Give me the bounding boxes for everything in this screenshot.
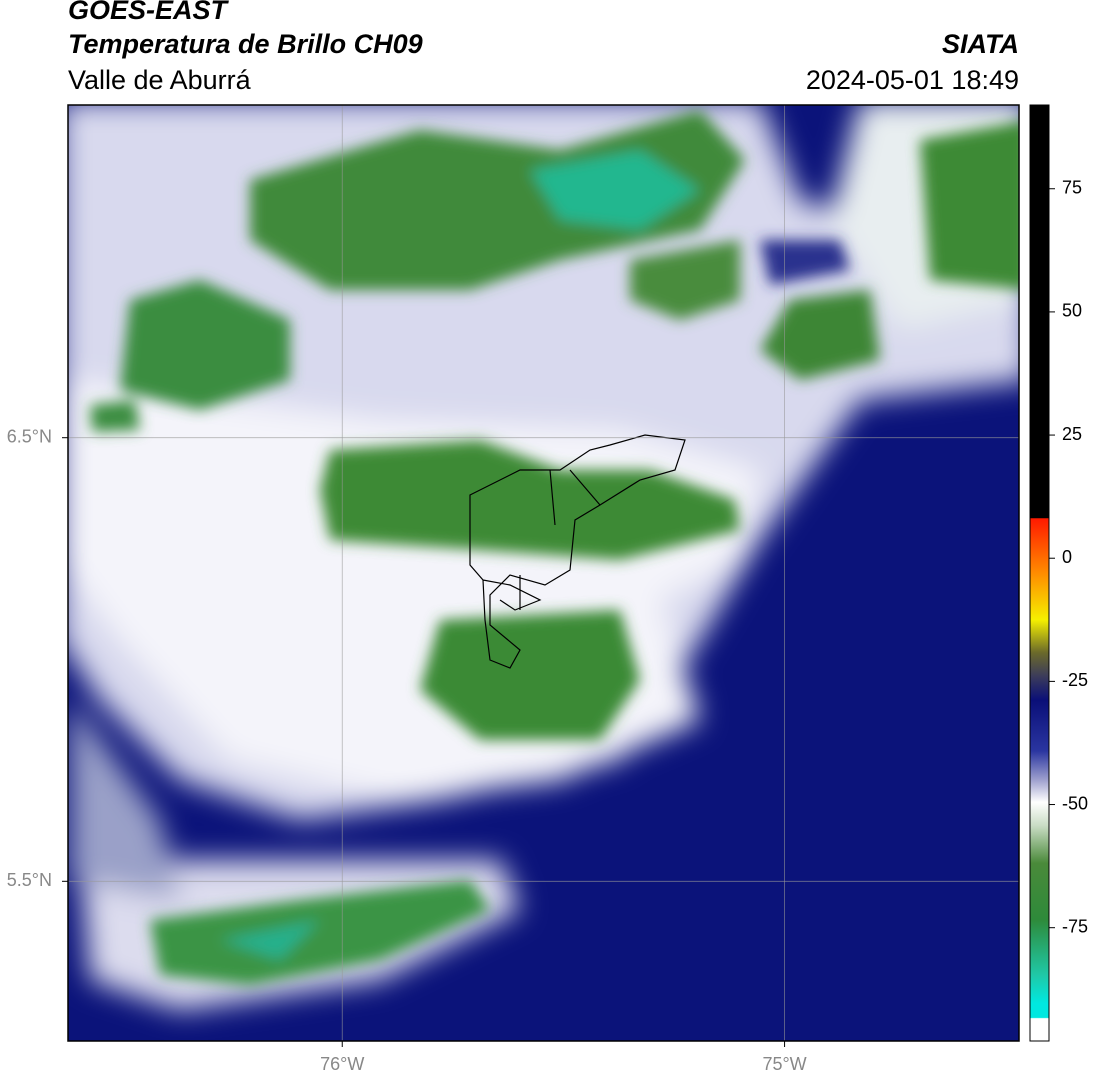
source: SIATA bbox=[942, 29, 1019, 59]
satellite-image bbox=[68, 105, 1019, 1041]
map-frame bbox=[67, 104, 1020, 1042]
colorbar-tick-label: -50 bbox=[1062, 793, 1088, 813]
subtitle: Temperatura de Brillo CH09 bbox=[68, 29, 423, 59]
x-tick-label: 75°W bbox=[762, 1054, 806, 1074]
region: Valle de Aburrá bbox=[68, 65, 252, 95]
colorbar-tick-label: -75 bbox=[1062, 916, 1088, 936]
timestamp: 2024-05-01 18:49 bbox=[806, 65, 1019, 95]
colorbar-tick-label: 25 bbox=[1062, 424, 1082, 444]
y-tick-label: 6.5°N bbox=[7, 426, 52, 446]
colorbar-tick-label: -25 bbox=[1062, 670, 1088, 690]
y-tick-label: 5.5°N bbox=[7, 870, 52, 890]
colorbar-tick-label: 75 bbox=[1062, 177, 1082, 197]
colorbar bbox=[1029, 104, 1050, 1042]
colorbar-tick-label: 50 bbox=[1062, 301, 1082, 321]
colorbar-tick-label: 0 bbox=[1062, 547, 1072, 567]
title: GOES-EAST bbox=[68, 0, 230, 25]
x-tick-label: 76°W bbox=[320, 1054, 364, 1074]
municipal-boundaries bbox=[469, 434, 686, 669]
